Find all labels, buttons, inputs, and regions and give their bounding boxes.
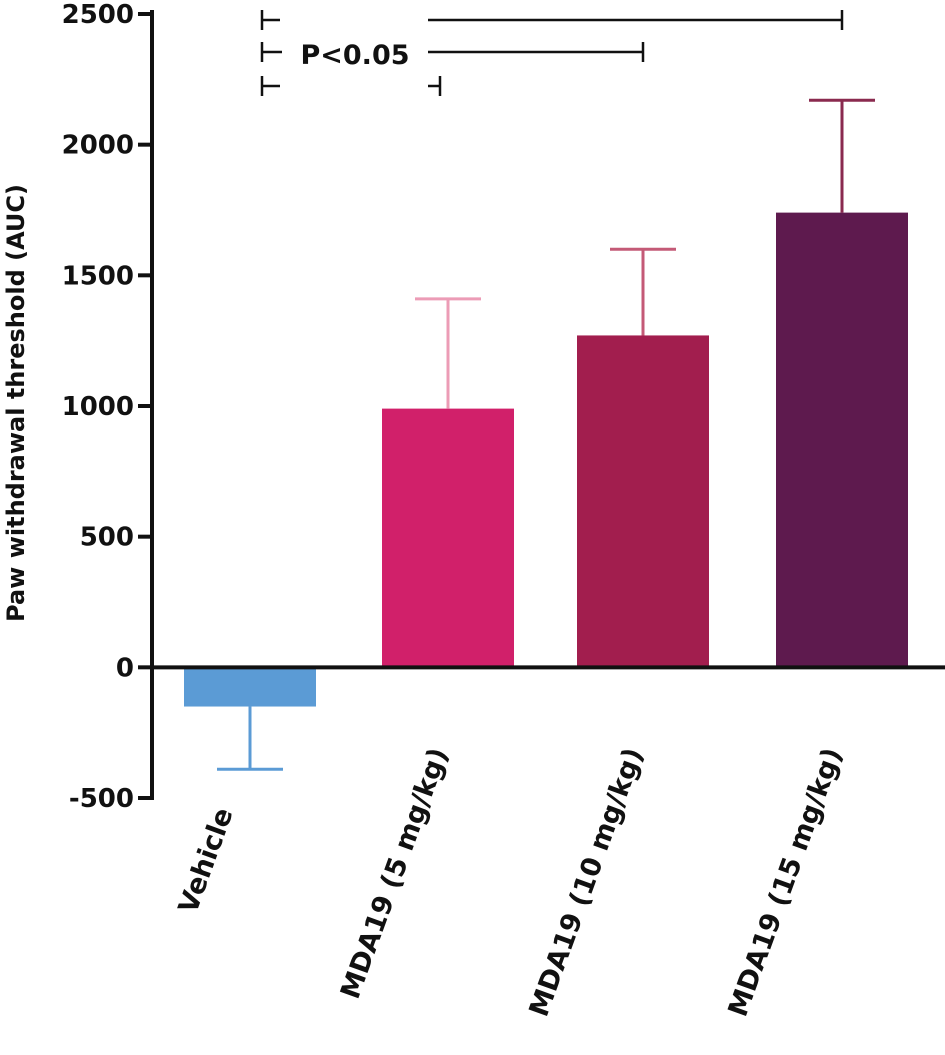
bar-2 — [382, 408, 514, 668]
x-category-label: Vehicle — [173, 804, 240, 918]
x-category-label: MDA19 (10 mg/kg) — [524, 744, 650, 1021]
y-tick-label: 1000 — [62, 392, 134, 422]
y-axis-label: Paw withdrawal threshold (AUC) — [2, 184, 30, 622]
significance-label: P<0.05 — [300, 40, 409, 71]
x-category-label: MDA19 (5 mg/kg) — [335, 744, 455, 1003]
x-category-label: MDA19 (15 mg/kg) — [723, 744, 849, 1021]
y-tick-label: 2000 — [62, 131, 134, 161]
y-tick-label: 0 — [116, 653, 134, 683]
bar-4 — [776, 212, 908, 668]
bar-1 — [184, 667, 316, 707]
y-tick-label: -500 — [69, 784, 134, 814]
chart-marks: 2500 2000 1500 1000 500 0 -500 Vehicle MDA19 (5 … — [62, 0, 945, 1021]
y-tick-label: 1500 — [62, 261, 134, 291]
bar-3 — [577, 335, 709, 668]
y-tick-label: 2500 — [62, 0, 134, 30]
y-tick-label: 500 — [80, 523, 134, 553]
